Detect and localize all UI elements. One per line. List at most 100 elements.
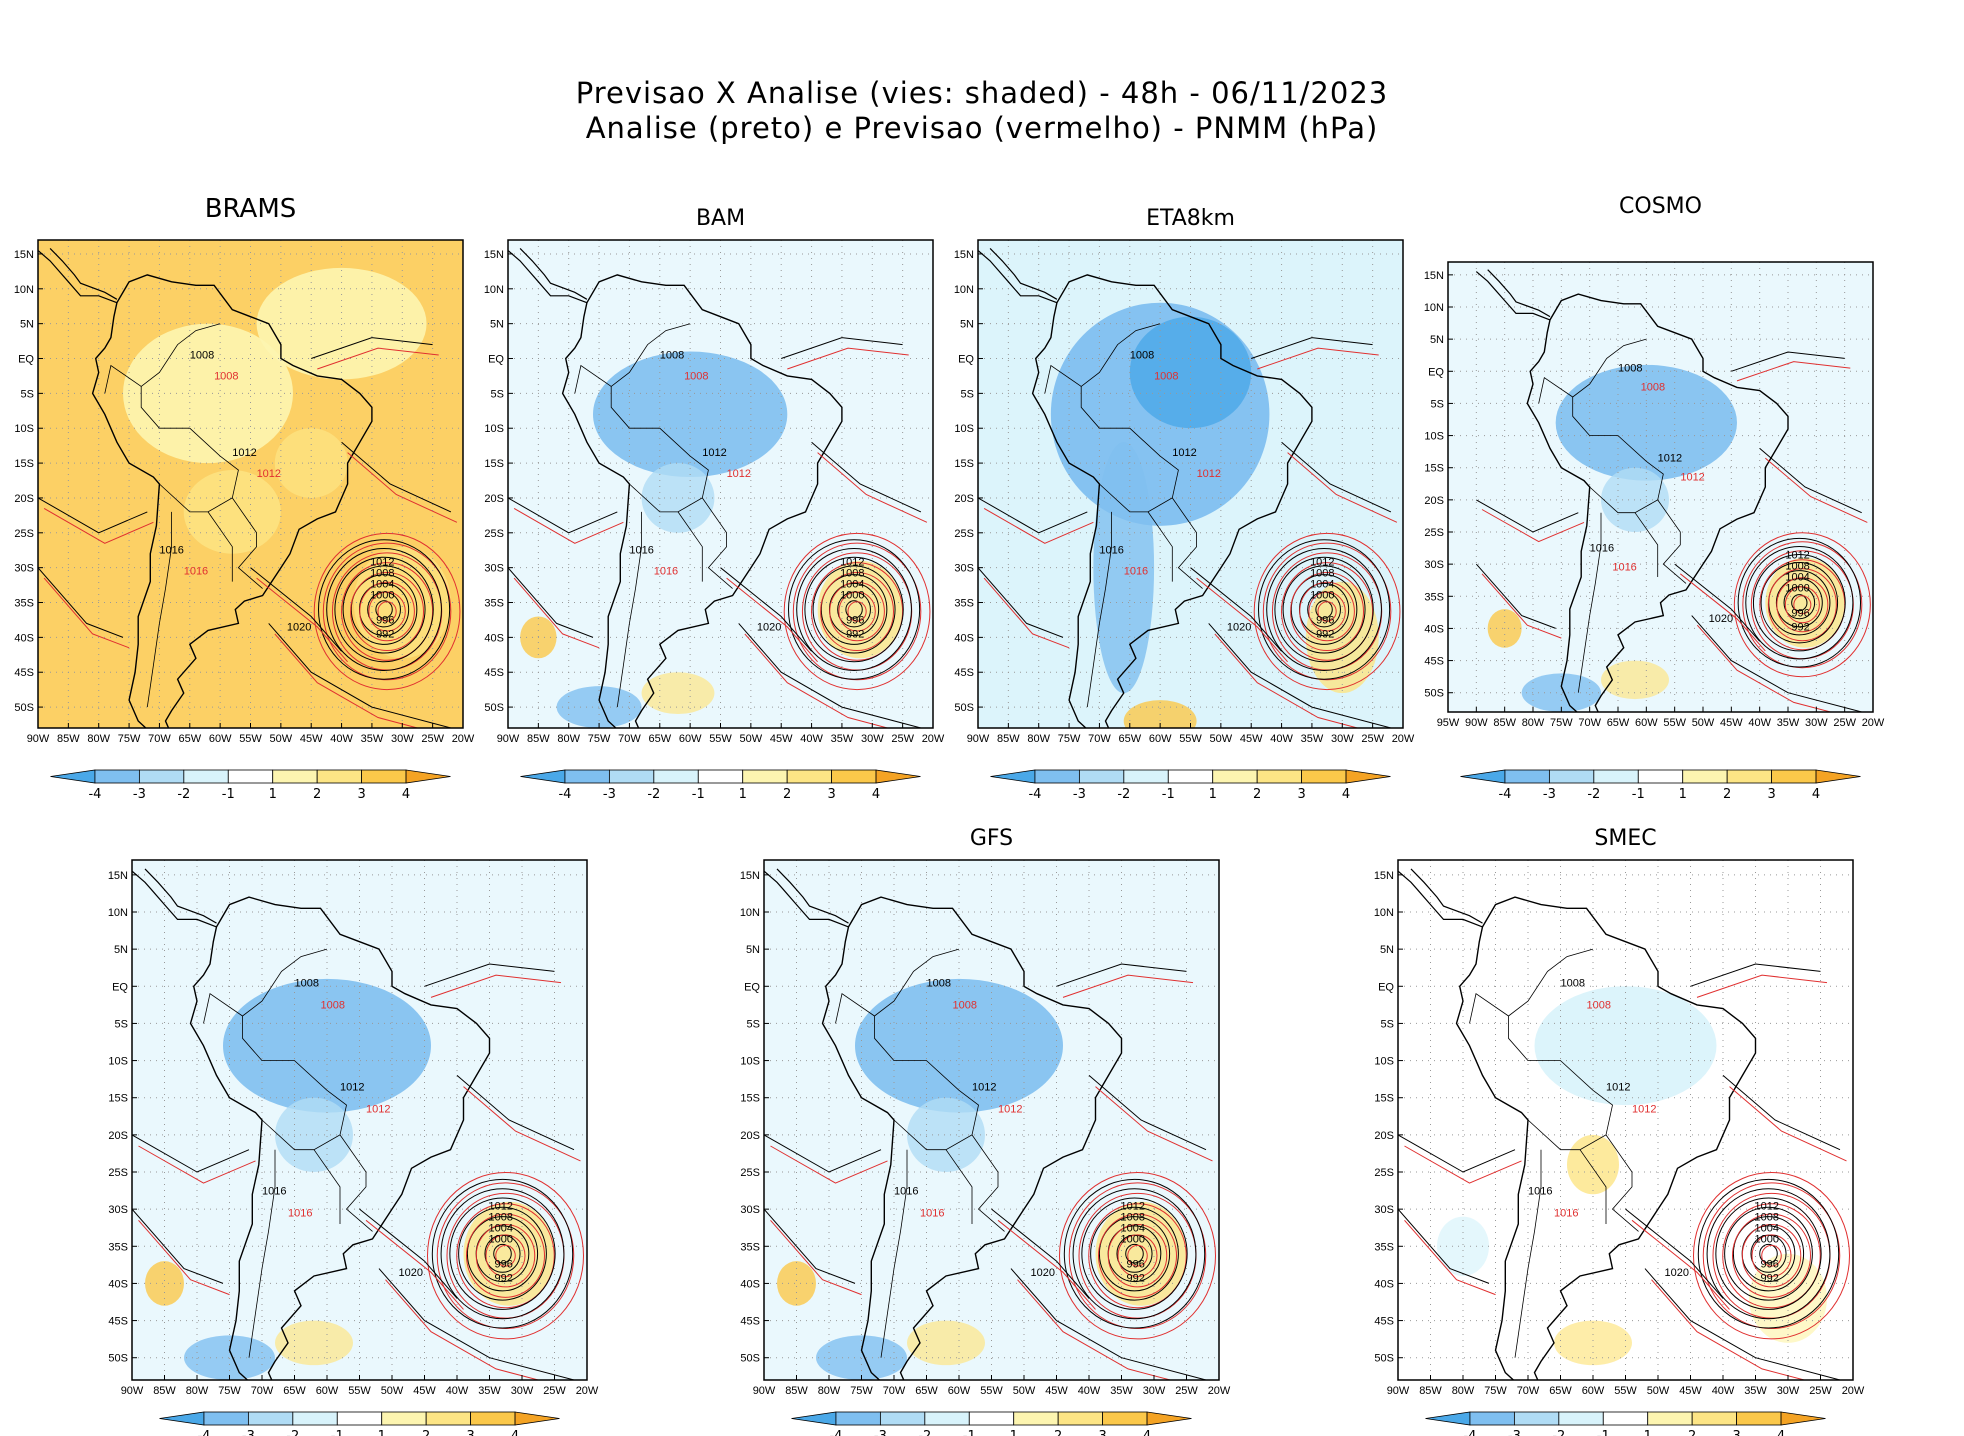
forecast-isobar: [1481, 573, 1562, 639]
forecast-isobar: [1062, 974, 1194, 998]
isobar-label: 1012: [1632, 1104, 1656, 1116]
forecast-isobar: [1095, 1086, 1213, 1162]
lon-tick-label: 55W: [1614, 1385, 1637, 1397]
bias-shade: [275, 1097, 353, 1172]
isobar-label: 1004: [840, 578, 864, 590]
bias-shade: [1534, 986, 1717, 1106]
colorbar-label: -4: [829, 1429, 842, 1436]
forecast-isobar: [983, 577, 1070, 649]
central-america-coastline: [776, 868, 849, 924]
colorbar-label: 2: [1054, 1429, 1062, 1436]
lon-tick-label: 55W: [1179, 733, 1202, 745]
lat-tick-label: 20S: [740, 1130, 760, 1142]
lat-tick-label: 45S: [954, 667, 974, 679]
lon-tick-label: 90W: [27, 733, 50, 745]
lat-tick-label: EQ: [1428, 366, 1444, 378]
analysis-isobar: [845, 600, 863, 619]
analysis-isobar: [796, 547, 912, 671]
lat-tick-label: EQ: [18, 354, 34, 366]
lat-tick-label: 45S: [1374, 1316, 1394, 1328]
lat-tick-label: 5S: [115, 1018, 128, 1030]
lat-tick-label: 5N: [114, 944, 128, 956]
colorbar-segment: [1146, 1411, 1192, 1426]
isobar-label: 1016: [184, 566, 208, 578]
lon-tick-label: 95W: [1437, 717, 1460, 729]
country-border: [677, 511, 703, 582]
south-america-coastline: [1455, 896, 1757, 1380]
lat-tick-label: 10N: [108, 907, 128, 919]
map-panel-smec: SMEC 1012 1008 1004 1000 996 992 1020 1008 1008 10…: [1374, 826, 1865, 1436]
lat-tick-label: 15S: [740, 1093, 760, 1105]
forecast-isobar: [744, 633, 890, 728]
lat-tick-label: 40S: [740, 1278, 760, 1290]
analysis-isobar: [1098, 1216, 1171, 1292]
analysis-isobar: [38, 567, 124, 638]
bias-shade: [1601, 467, 1669, 532]
analysis-isobar: [1398, 1208, 1490, 1284]
forecast-isobar: [811, 562, 904, 661]
country-border: [701, 497, 733, 589]
forecast-isobar: [1776, 577, 1829, 633]
lat-tick-label: 45S: [1424, 656, 1444, 668]
map-frame: [1447, 261, 1874, 713]
panel-title: ETA8km: [1146, 206, 1235, 231]
colorbar-label: 1: [1644, 1429, 1652, 1436]
forecast-isobar: [43, 507, 154, 544]
colorbar-label: 1: [1209, 787, 1217, 802]
forecast-isobar: [770, 1145, 888, 1184]
country-border: [574, 364, 612, 394]
colorbar-segment: [1726, 769, 1773, 784]
analysis-isobar: [820, 574, 888, 645]
isobar-label: 1016: [1612, 562, 1636, 574]
country-border: [339, 1134, 373, 1232]
lon-tick-label: 90W: [753, 1385, 776, 1397]
lon-tick-label: 85W: [997, 733, 1020, 745]
lon-tick-label: 25W: [1175, 1385, 1198, 1397]
lon-tick-label: 85W: [785, 1385, 808, 1397]
analysis-isobar: [1732, 1216, 1805, 1292]
colorbar-segment: [470, 1411, 516, 1426]
lon-tick-label: 60W: [679, 733, 702, 745]
isobar-label: 1012: [1121, 1201, 1145, 1213]
bias-shade: [641, 672, 715, 715]
colorbar-label: -3: [1543, 787, 1556, 802]
map-panel-bam: BAM 1012 1008 1004 1000 996 992 1020 1008 1008 101…: [484, 206, 945, 802]
isobar-label: 1012: [366, 1104, 390, 1116]
isobar-label: 996: [846, 614, 864, 626]
lon-tick-label: 65W: [178, 733, 201, 745]
analysis-isobar: [978, 497, 1088, 534]
lat-tick-label: 35S: [1424, 591, 1444, 603]
isobar-label: 1000: [1755, 1234, 1779, 1246]
lon-tick-label: 65W: [648, 733, 671, 745]
lon-tick-label: 40W: [1712, 1385, 1735, 1397]
forecast-isobar: [1784, 586, 1820, 624]
lon-tick-label: 35W: [1110, 1385, 1133, 1397]
lon-tick-label: 80W: [186, 1385, 209, 1397]
lon-tick-label: 50W: [1210, 733, 1233, 745]
country-border: [146, 511, 173, 708]
lat-tick-label: 30S: [484, 563, 504, 575]
forecast-isobar: [1736, 361, 1851, 382]
colorbar-segment: [1647, 1411, 1693, 1426]
panel-title: BRAMS: [204, 194, 297, 224]
lon-tick-label: 45W: [1679, 1385, 1702, 1397]
colorbar-label: -2: [286, 1429, 299, 1436]
isobar-label: 1012: [1606, 1081, 1630, 1093]
isobar-label: 1008: [1121, 1212, 1145, 1224]
lon-tick-label: 20W: [1842, 1385, 1865, 1397]
isobar-label: 1000: [1785, 583, 1809, 595]
colorbar-segment: [1460, 769, 1506, 784]
isobar-label: 1004: [1121, 1223, 1145, 1235]
colorbar-segment: [292, 1411, 338, 1426]
colorbar-label: -4: [1498, 787, 1511, 802]
forecast-isobar: [1693, 1172, 1850, 1340]
colorbar-segment: [924, 1411, 970, 1426]
forecast-isobar: [43, 577, 130, 649]
lon-tick-label: 75W: [1484, 1385, 1507, 1397]
central-america-coastline: [519, 247, 588, 300]
forecast-isobar: [350, 571, 425, 652]
country-border: [835, 993, 875, 1024]
lon-tick-label: 40W: [1078, 1385, 1101, 1397]
forecast-isobar: [1733, 532, 1871, 678]
lon-tick-label: 60W: [1635, 717, 1658, 729]
